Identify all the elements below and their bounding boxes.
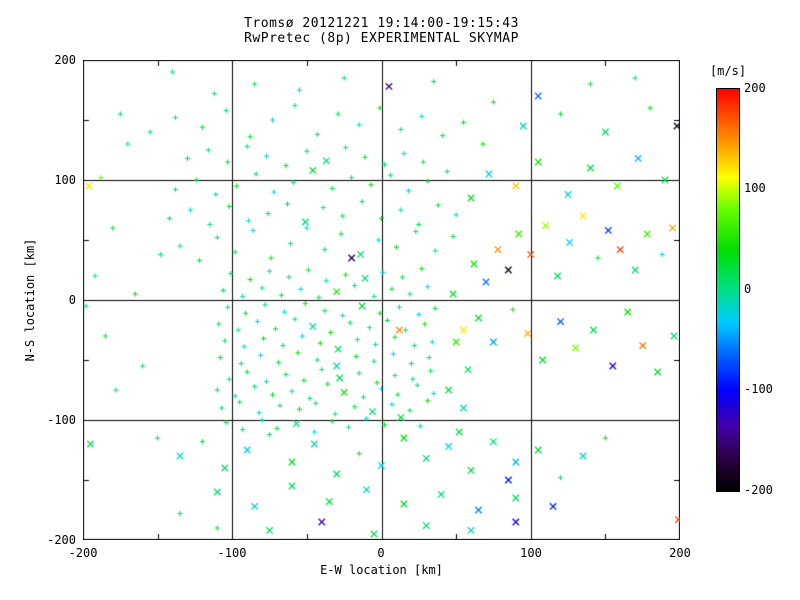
skymap-canvas: [83, 60, 680, 540]
colorbar-label: [m/s]: [709, 64, 747, 78]
colorbar-tick-label: -200: [744, 483, 773, 497]
x-tick-label: -100: [217, 546, 247, 560]
chart-header: Tromsø 20121221 19:14:00-19:15:43 RwPret…: [83, 16, 680, 46]
chart-subtitle: RwPretec (8p) EXPERIMENTAL SKYMAP: [244, 31, 519, 46]
y-axis-label: N-S location [km]: [23, 238, 37, 362]
chart-title: Tromsø 20121221 19:14:00-19:15:43: [244, 16, 519, 31]
y-tick-label: -200: [47, 533, 76, 547]
colorbar-tick-label: 100: [744, 181, 766, 195]
x-tick-label: -200: [68, 546, 98, 560]
colorbar-tick-label: 200: [744, 81, 766, 95]
y-tick-label: 0: [68, 293, 76, 307]
colorbar-gradient: [717, 89, 739, 491]
y-tick-label: -100: [47, 413, 76, 427]
y-tick-label: 100: [54, 173, 76, 187]
x-tick-label: 100: [520, 546, 542, 560]
colorbar-tick-label: 0: [744, 282, 752, 296]
x-axis-label: E-W location [km]: [320, 563, 443, 577]
plot-area: [83, 60, 680, 540]
x-tick-label: 0: [377, 546, 385, 560]
x-tick-label: 200: [669, 546, 691, 560]
colorbar-tick-label: -100: [744, 382, 773, 396]
y-tick-label: 200: [54, 53, 76, 67]
colorbar: [716, 88, 740, 492]
